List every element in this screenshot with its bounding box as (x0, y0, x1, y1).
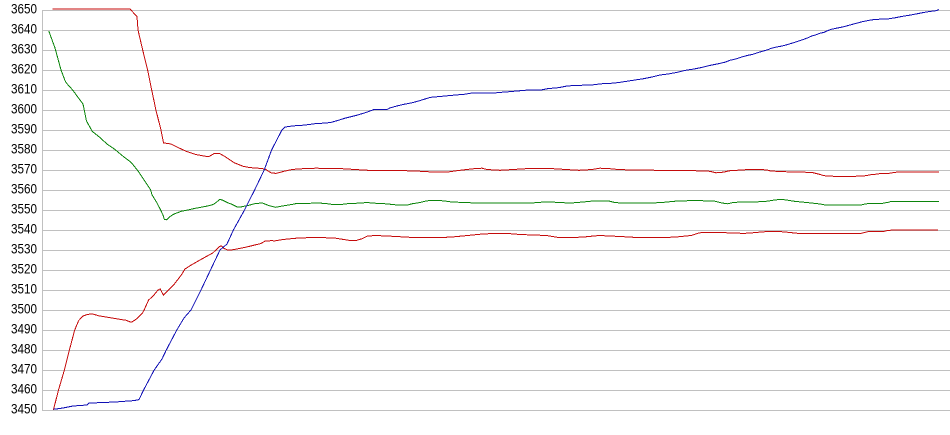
svg-text:3490: 3490 (11, 321, 37, 337)
svg-text:3600: 3600 (11, 101, 37, 117)
svg-text:3560: 3560 (11, 181, 37, 197)
svg-text:3520: 3520 (11, 261, 37, 277)
svg-text:3500: 3500 (11, 301, 37, 317)
svg-text:3470: 3470 (11, 361, 37, 377)
svg-text:3580: 3580 (11, 141, 37, 157)
svg-text:3460: 3460 (11, 381, 37, 397)
svg-text:3590: 3590 (11, 121, 37, 137)
svg-text:3510: 3510 (11, 281, 37, 297)
svg-text:3480: 3480 (11, 341, 37, 357)
svg-text:3450: 3450 (11, 401, 37, 417)
svg-text:3530: 3530 (11, 241, 37, 257)
svg-text:3620: 3620 (11, 61, 37, 77)
svg-text:3650: 3650 (11, 1, 37, 17)
svg-text:3610: 3610 (11, 81, 37, 97)
svg-text:3550: 3550 (11, 201, 37, 217)
svg-text:3640: 3640 (11, 21, 37, 37)
svg-text:3570: 3570 (11, 161, 37, 177)
svg-text:3540: 3540 (11, 221, 37, 237)
svg-text:3630: 3630 (11, 41, 37, 57)
